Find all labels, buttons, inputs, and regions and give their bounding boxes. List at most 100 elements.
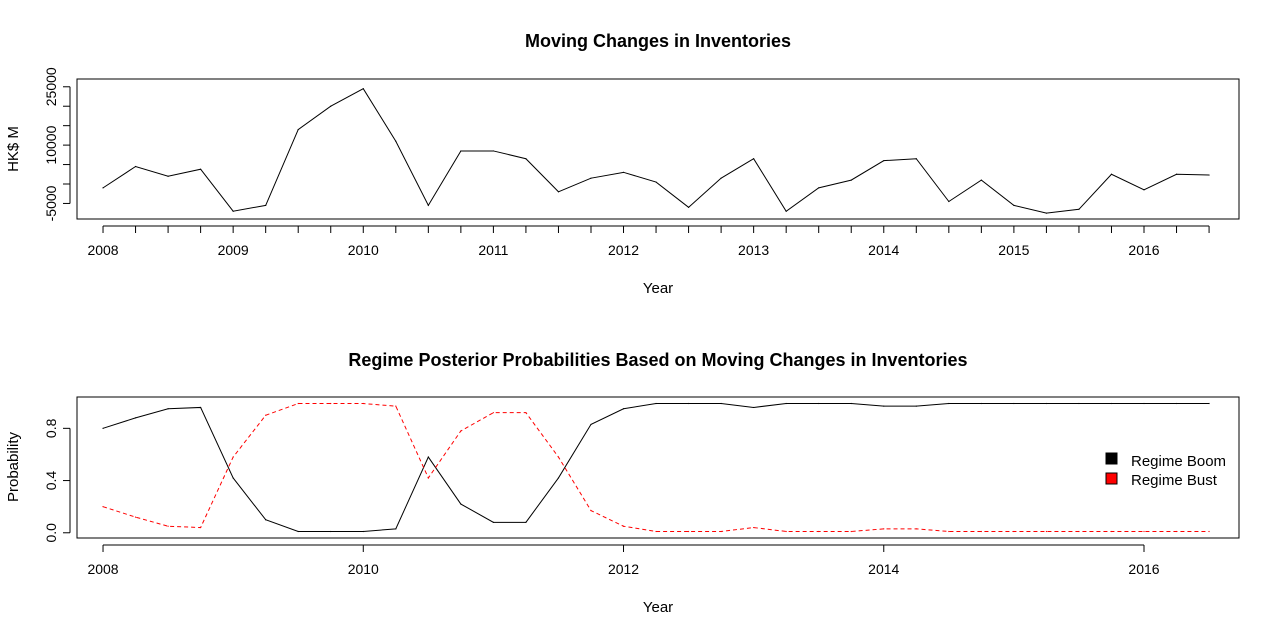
regime-series-1-point bbox=[687, 530, 690, 533]
inventory-x-tick-label: 2010 bbox=[348, 242, 379, 258]
regime-series-1-point bbox=[590, 509, 592, 512]
regime-series-0-point bbox=[687, 402, 690, 405]
inventory-series-0-point bbox=[948, 200, 950, 203]
regime-series-0-point bbox=[948, 402, 950, 405]
inventory-series-0-point bbox=[1208, 174, 1210, 176]
regime-series-0-point bbox=[785, 402, 787, 405]
regime-series-0-point bbox=[850, 402, 852, 405]
regime-series-0-point bbox=[980, 402, 982, 405]
inventory-plot-frame bbox=[76, 78, 1240, 220]
inventory-series-0-point bbox=[753, 158, 755, 160]
regime-series-1-point bbox=[167, 525, 169, 527]
regime-series-1-point bbox=[395, 405, 397, 407]
inventory-series-line-0 bbox=[102, 88, 1210, 214]
inventory-series-0-point bbox=[1013, 204, 1015, 206]
regime-y-tick-label: 0.4 bbox=[43, 471, 59, 491]
regime-chart-title: Regime Posterior Probabilities Based on … bbox=[348, 350, 967, 370]
inventory-series-0-point bbox=[687, 206, 690, 208]
inventory-chart-title: Moving Changes in Inventories bbox=[525, 31, 791, 51]
regime-series-0-point bbox=[200, 406, 202, 409]
regime-series-1-point bbox=[1045, 530, 1048, 533]
inventory-series-0-point bbox=[850, 179, 852, 181]
regime-series-0-point bbox=[720, 402, 722, 405]
regime-panel: Regime Posterior Probabilities Based on … bbox=[5, 350, 1240, 616]
legend-swatch-bust bbox=[1105, 472, 1118, 485]
regime-series-0-point bbox=[818, 402, 820, 405]
regime-x-axis: 2008 2010 2012 2014 2016 bbox=[87, 544, 1160, 577]
regime-series-1-point bbox=[427, 477, 429, 479]
inventory-series-0-point bbox=[622, 171, 625, 173]
regime-series-1-point bbox=[232, 456, 234, 458]
inventory-series-0-point bbox=[492, 150, 494, 152]
inventory-series-0-point bbox=[134, 165, 137, 168]
regime-series-0-point bbox=[232, 477, 234, 479]
regime-series-0-point bbox=[1208, 402, 1210, 405]
regime-series-1-point bbox=[492, 412, 494, 414]
inventory-x-axis-label: Year bbox=[643, 280, 673, 297]
regime-y-tick-label: 0.0 bbox=[43, 523, 59, 543]
regime-x-tick-label: 2014 bbox=[868, 561, 899, 577]
regime-series-0-point bbox=[915, 405, 917, 407]
regime-series-1-point bbox=[850, 530, 852, 533]
regime-series-0-point bbox=[883, 405, 885, 407]
regime-series-1-point bbox=[622, 525, 625, 527]
regime-series-line-1 bbox=[102, 403, 1210, 532]
regime-x-tick-label: 2016 bbox=[1128, 561, 1159, 577]
inventory-x-tick-label: 2013 bbox=[738, 242, 769, 258]
legend-swatch-boom bbox=[1105, 452, 1118, 465]
regime-series-1-point bbox=[1013, 530, 1015, 533]
regime-series-1-point bbox=[753, 526, 755, 529]
regime-series-1-point bbox=[362, 402, 364, 405]
regime-series-0-point bbox=[427, 456, 429, 458]
regime-series-1-point bbox=[1143, 530, 1145, 533]
inventory-x-tick-label: 2014 bbox=[868, 242, 899, 258]
inventory-series-0-point bbox=[1045, 212, 1048, 214]
regime-x-tick-label: 2008 bbox=[87, 561, 118, 577]
regime-series-group bbox=[102, 402, 1210, 533]
inventory-series-0-point bbox=[818, 187, 820, 189]
legend-label-bust: Regime Bust bbox=[1131, 472, 1218, 489]
regime-series-1-point bbox=[460, 430, 462, 432]
regime-series-0-point bbox=[557, 477, 560, 479]
inventory-x-tick-label: 2015 bbox=[998, 242, 1029, 258]
regime-series-1-point bbox=[720, 530, 722, 533]
regime-series-0-point bbox=[297, 530, 299, 533]
regime-series-0-point bbox=[753, 406, 755, 409]
regime-series-0-point bbox=[265, 519, 267, 521]
regime-series-1-point bbox=[134, 516, 137, 518]
inventory-series-0-point bbox=[980, 179, 982, 181]
regime-series-0-point bbox=[134, 417, 137, 419]
regime-y-axis: 0.0 0.4 0.8 bbox=[43, 418, 71, 543]
inventory-x-tick-label: 2012 bbox=[608, 242, 639, 258]
inventory-x-tick-label: 2008 bbox=[87, 242, 118, 258]
inventory-series-0-point bbox=[102, 187, 104, 189]
regime-series-0-point bbox=[622, 408, 625, 410]
inventory-series-0-point bbox=[395, 140, 397, 142]
regime-series-0-point bbox=[330, 530, 332, 533]
regime-series-1-point bbox=[1110, 530, 1113, 533]
inventory-panel: Moving Changes in Inventories 2008 2009 20… bbox=[5, 31, 1240, 297]
legend-label-boom: Regime Boom bbox=[1131, 453, 1226, 470]
regime-series-1-point bbox=[102, 506, 104, 508]
inventory-series-0-point bbox=[232, 210, 234, 212]
inventory-series-0-point bbox=[200, 168, 202, 170]
inventory-y-axis-label: HK$ M bbox=[5, 126, 22, 172]
inventory-series-0-point bbox=[297, 128, 299, 131]
inventory-y-axis: -5000 10000 25000 bbox=[43, 67, 71, 221]
regime-series-0-point bbox=[655, 402, 657, 405]
regime-series-0-point bbox=[460, 503, 462, 505]
regime-series-1-point bbox=[1175, 530, 1178, 533]
regime-series-0-point bbox=[1175, 402, 1178, 405]
inventory-series-0-point bbox=[557, 191, 560, 193]
regime-series-1-point bbox=[655, 530, 657, 533]
inventory-series-0-point bbox=[883, 160, 885, 162]
regime-series-0-point bbox=[1013, 402, 1015, 405]
regime-series-0-point bbox=[1143, 402, 1145, 405]
inventory-series-0-point bbox=[167, 175, 169, 177]
inventory-series-0-point bbox=[460, 150, 462, 152]
regime-series-0-point bbox=[102, 427, 104, 429]
inventory-series-group bbox=[102, 88, 1210, 214]
inventory-series-0-point bbox=[525, 158, 527, 160]
inventory-series-0-point bbox=[265, 204, 267, 206]
